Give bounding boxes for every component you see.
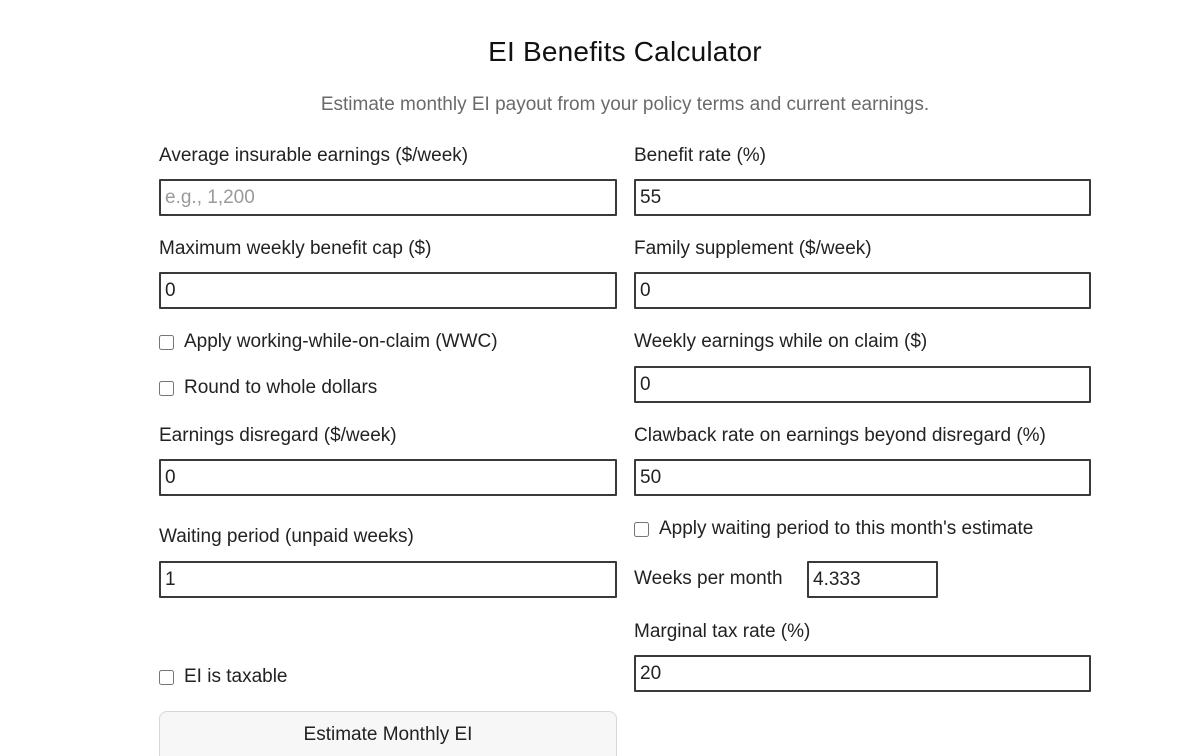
wwc-checkbox-label: Apply working-while-on-claim (WWC) — [184, 331, 498, 352]
apply-waiting-checkbox-row[interactable]: Apply waiting period to this month's est… — [634, 518, 1033, 540]
waiting-period-label: Waiting period (unpaid weeks) — [159, 526, 414, 547]
apply-waiting-checkbox-label: Apply waiting period to this month's est… — [659, 518, 1034, 539]
waiting-period-input[interactable] — [159, 561, 617, 598]
max-cap-label: Maximum weekly benefit cap ($) — [159, 238, 432, 259]
round-checkbox[interactable] — [159, 380, 174, 396]
avg-earnings-label: Average insurable earnings ($/week) — [159, 145, 469, 166]
clawback-rate-label: Clawback rate on earnings beyond disrega… — [634, 425, 1046, 446]
estimate-monthly-ei-button[interactable]: Estimate Monthly EI — [159, 711, 617, 756]
wwc-checkbox[interactable] — [159, 334, 174, 350]
weekly-earnings-claim-input[interactable] — [634, 366, 1091, 403]
benefit-rate-input[interactable] — [634, 179, 1091, 216]
round-checkbox-label: Round to whole dollars — [184, 377, 378, 398]
wwc-checkbox-row[interactable]: Apply working-while-on-claim (WWC) — [159, 331, 498, 353]
taxable-checkbox-label: EI is taxable — [184, 666, 288, 687]
weekly-earnings-claim-label: Weekly earnings while on claim ($) — [634, 331, 928, 352]
taxable-checkbox[interactable] — [159, 669, 174, 685]
weeks-per-month-input[interactable] — [807, 561, 938, 598]
apply-waiting-checkbox[interactable] — [634, 521, 649, 537]
page-title: EI Benefits Calculator — [488, 36, 762, 67]
marginal-tax-label: Marginal tax rate (%) — [634, 621, 811, 642]
benefit-rate-label: Benefit rate (%) — [634, 145, 766, 166]
clawback-rate-input[interactable] — [634, 459, 1091, 496]
taxable-checkbox-row[interactable]: EI is taxable — [159, 666, 288, 688]
family-supplement-label: Family supplement ($/week) — [634, 238, 872, 259]
marginal-tax-input[interactable] — [634, 655, 1091, 692]
family-supplement-input[interactable] — [634, 272, 1091, 309]
earnings-disregard-label: Earnings disregard ($/week) — [159, 425, 397, 446]
page-subtitle: Estimate monthly EI payout from your pol… — [320, 94, 930, 115]
round-checkbox-row[interactable]: Round to whole dollars — [159, 377, 377, 399]
earnings-disregard-input[interactable] — [159, 459, 617, 496]
avg-earnings-input[interactable] — [159, 179, 617, 216]
max-cap-input[interactable] — [159, 272, 617, 309]
weeks-per-month-label: Weeks per month — [634, 568, 783, 589]
